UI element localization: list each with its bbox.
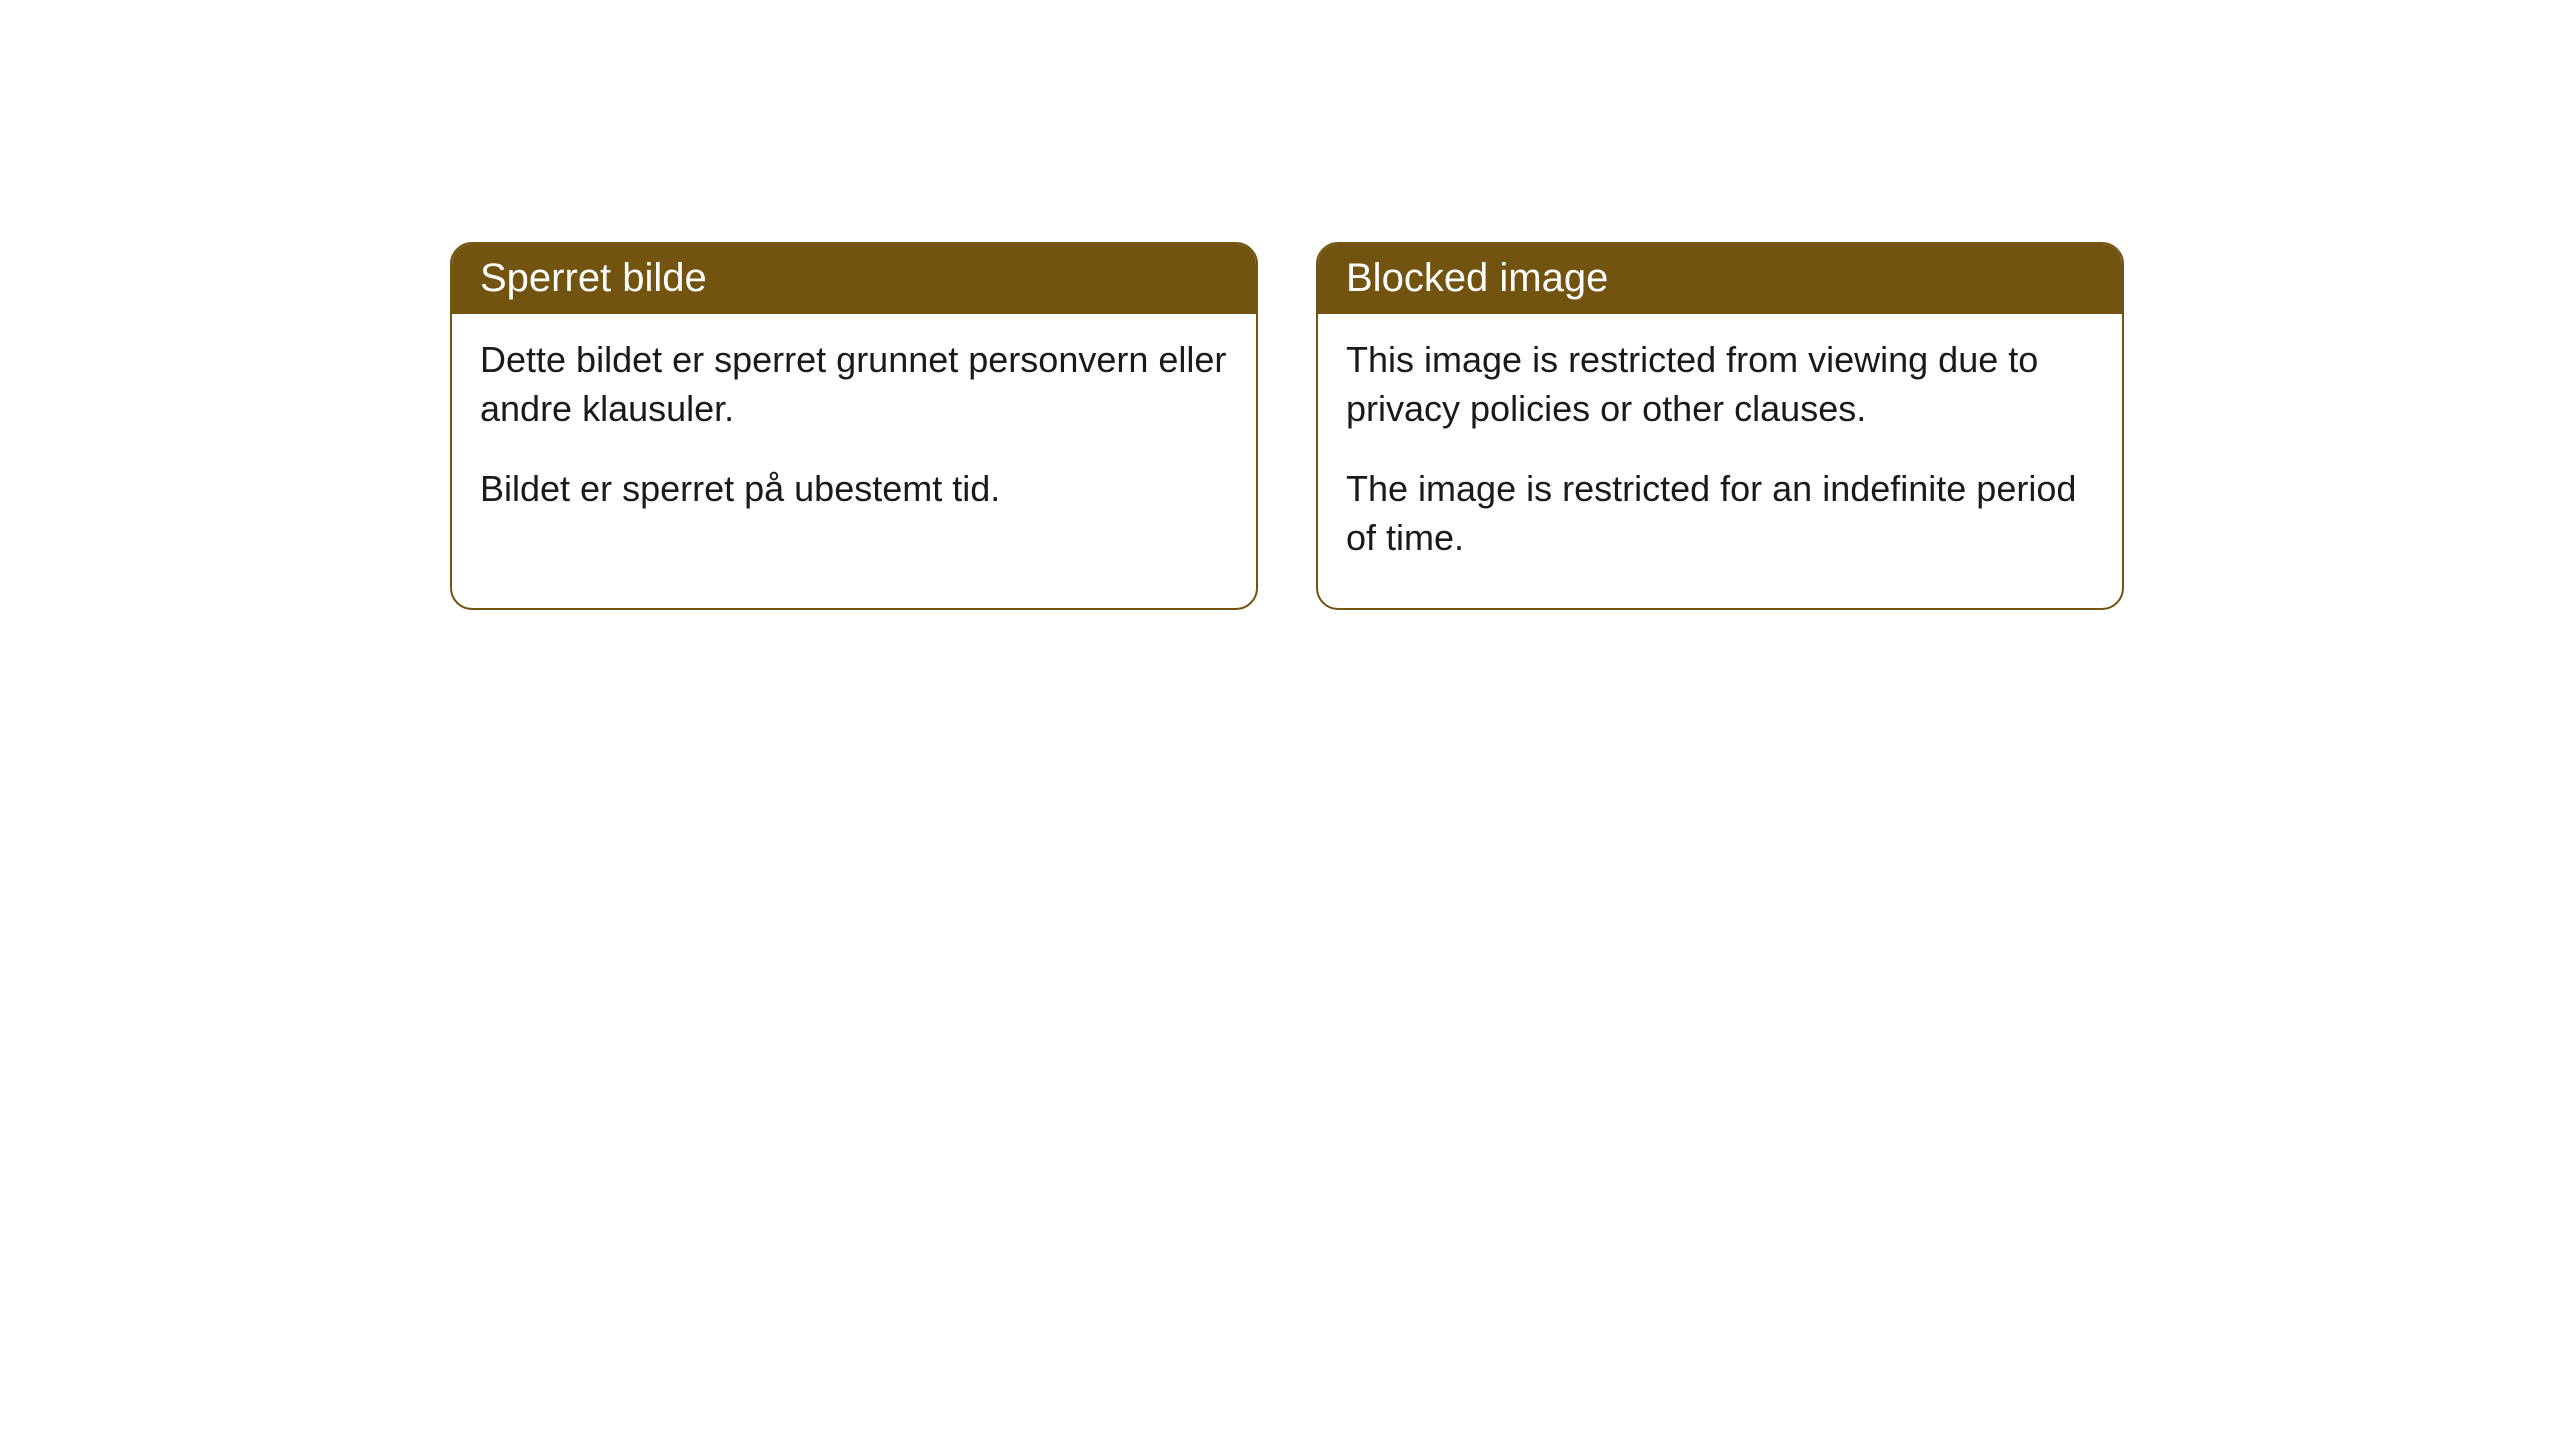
blocked-image-card-en: Blocked image This image is restricted f… xyxy=(1316,242,2124,610)
notice-cards-container: Sperret bilde Dette bildet er sperret gr… xyxy=(0,0,2560,610)
card-header-en: Blocked image xyxy=(1318,244,2122,314)
card-body-no: Dette bildet er sperret grunnet personve… xyxy=(452,314,1256,560)
card-header-no: Sperret bilde xyxy=(452,244,1256,314)
card-paragraph-2-no: Bildet er sperret på ubestemt tid. xyxy=(480,465,1228,514)
card-title-en: Blocked image xyxy=(1346,256,1608,300)
card-paragraph-2-en: The image is restricted for an indefinit… xyxy=(1346,465,2094,562)
card-paragraph-1-en: This image is restricted from viewing du… xyxy=(1346,336,2094,433)
blocked-image-card-no: Sperret bilde Dette bildet er sperret gr… xyxy=(450,242,1258,610)
card-paragraph-1-no: Dette bildet er sperret grunnet personve… xyxy=(480,336,1228,433)
card-title-no: Sperret bilde xyxy=(480,256,707,300)
card-body-en: This image is restricted from viewing du… xyxy=(1318,314,2122,608)
